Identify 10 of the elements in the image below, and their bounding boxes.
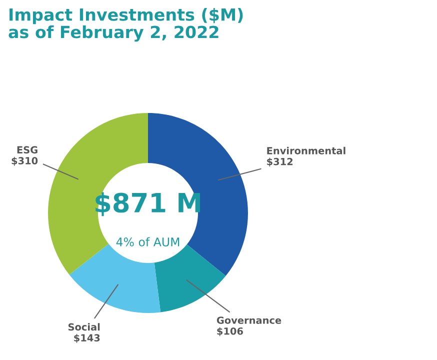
- data-label: $106: [217, 327, 243, 336]
- slice-label: Governance: [216, 316, 282, 324]
- slice-label: Social: [68, 323, 100, 331]
- chart-title: Impact Investments ($M) as of February 2, 2022: [8, 8, 243, 42]
- text: 4% of AUM: [116, 237, 180, 246]
- slice-label: ESG: [17, 146, 38, 154]
- slice-label: Environmental: [267, 146, 346, 154]
- data-label: $312: [267, 158, 293, 167]
- data-label: $143: [74, 334, 100, 343]
- data-label: $310: [12, 156, 38, 166]
